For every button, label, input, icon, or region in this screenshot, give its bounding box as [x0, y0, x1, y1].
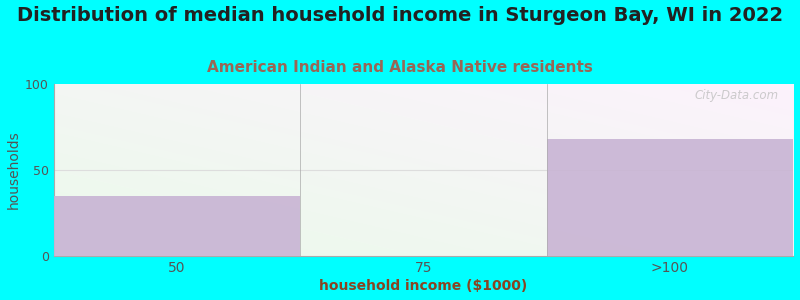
Text: Distribution of median household income in Sturgeon Bay, WI in 2022: Distribution of median household income …: [17, 6, 783, 25]
Bar: [54, 196, 300, 256]
X-axis label: household income ($1000): household income ($1000): [319, 279, 527, 293]
Y-axis label: households: households: [7, 130, 21, 209]
Bar: [546, 139, 793, 256]
Text: American Indian and Alaska Native residents: American Indian and Alaska Native reside…: [207, 60, 593, 75]
Text: City-Data.com: City-Data.com: [694, 89, 778, 102]
